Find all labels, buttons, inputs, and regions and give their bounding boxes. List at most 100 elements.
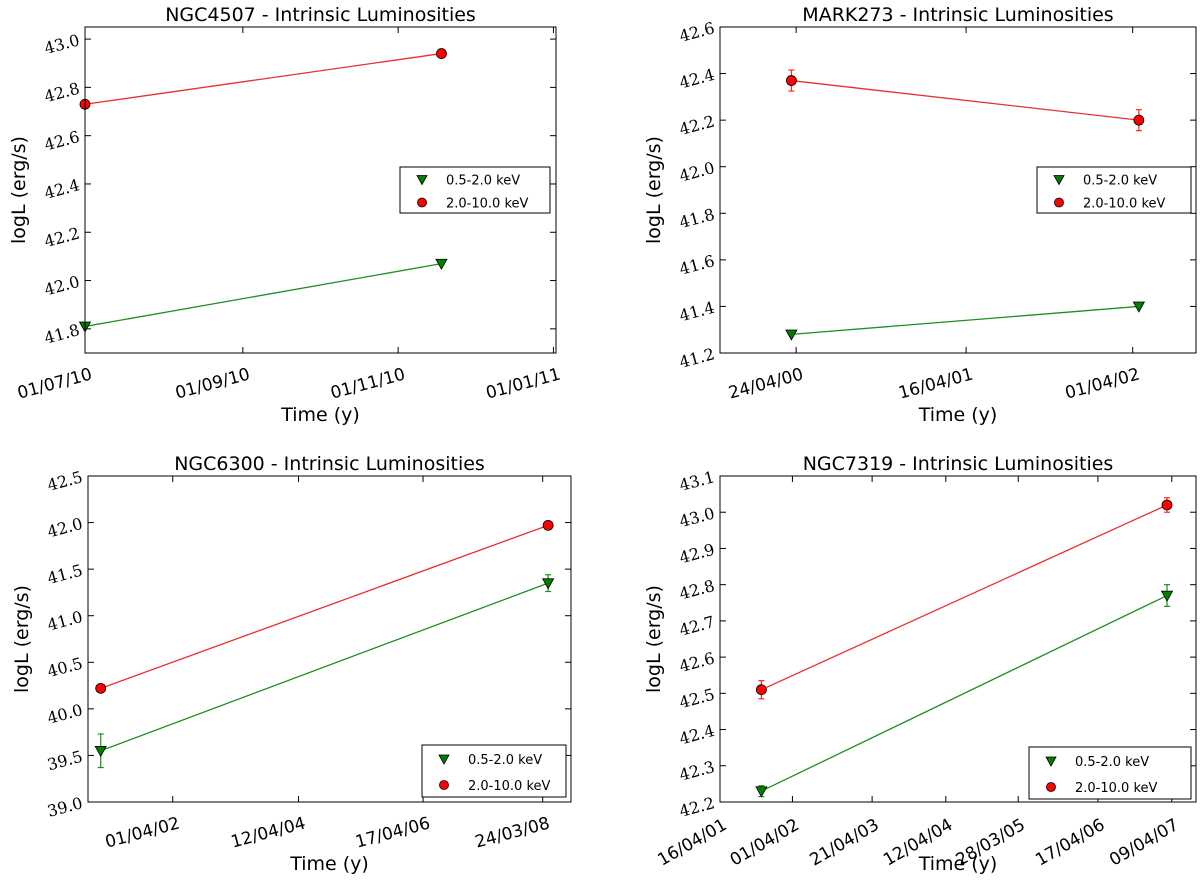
data-point-hard: [1133, 114, 1145, 126]
y-tick-label: 42.5: [45, 467, 84, 495]
data-point-soft: [1132, 301, 1146, 313]
y-tick-label: 42.8: [42, 79, 81, 107]
data-point-soft: [785, 329, 798, 341]
data-point-soft: [435, 258, 448, 270]
y-axis-label: logL (erg/s): [11, 585, 33, 693]
data-point-hard: [786, 75, 797, 86]
x-tick-label: 16/04/01: [896, 365, 975, 404]
y-tick-label: 42.0: [42, 272, 81, 300]
legend: 0.5-2.0 keV 2.0-10.0 keV: [399, 166, 551, 214]
legend-box: [1028, 746, 1192, 800]
y-tick-label: 39.0: [45, 793, 84, 821]
y-tick-label: 41.2: [677, 344, 716, 372]
y-tick-label: 42.8: [677, 576, 716, 604]
legend-marker-soft: [1053, 175, 1065, 186]
y-tick-label: 41.5: [45, 560, 84, 588]
y-tick-label: 41.6: [677, 251, 716, 279]
y-tick-label: 42.9: [677, 540, 716, 568]
legend: 0.5-2.0 keV 2.0-10.0 keV: [1036, 166, 1192, 214]
x-tick-label: 17/04/06: [353, 814, 432, 853]
y-tick-label: 43.0: [42, 30, 81, 58]
x-tick-label: 01/01/11: [484, 365, 563, 404]
y-tick-label: 40.0: [45, 700, 84, 728]
y-tick-label: 42.2: [677, 111, 716, 139]
y-tick-label: 42.6: [42, 127, 81, 155]
x-tick-label: 21/04/03: [806, 815, 882, 871]
y-axis-label: logL (erg/s): [8, 136, 30, 244]
x-tick-label: 01/11/10: [329, 365, 408, 404]
y-tick-label: 42.5: [677, 685, 716, 713]
legend-label: 0.5-2.0 keV: [468, 753, 542, 768]
data-point-hard: [542, 519, 554, 531]
chart-panel-1: NGC4507 - Intrinsic Luminosities 41.8 42.0…: [8, 4, 563, 426]
y-tick-label: 42.4: [42, 175, 81, 203]
series-line-soft: [761, 594, 1168, 792]
x-tick-label: 12/04/04: [229, 814, 308, 853]
y-tick-label: 39.5: [45, 747, 84, 775]
legend-marker-hard: [439, 780, 449, 790]
data-point-soft: [755, 786, 768, 798]
legend-label: 2.0-10.0 keV: [1083, 197, 1166, 212]
series-line-soft: [100, 582, 549, 752]
data-point-soft: [541, 578, 555, 590]
x-tick-label: 01/04/02: [103, 814, 182, 853]
x-axis-label: Time (y): [918, 853, 998, 875]
legend-label: 2.0-10.0 keV: [1075, 781, 1158, 796]
legend-marker-soft: [416, 175, 428, 186]
chart-panel-3: NGC6300 - Intrinsic Luminosities 39.0 39.5…: [11, 453, 572, 875]
x-tick-label: 01/04/02: [727, 815, 803, 871]
x-tick-label: 01/07/10: [15, 365, 94, 404]
series-line-hard: [84, 52, 442, 105]
x-tick-label: 24/04/00: [727, 365, 806, 404]
chart-panel-2: MARK273 - Intrinsic Luminosities 41.2 41.4…: [643, 4, 1197, 426]
x-tick-label: 01/04/02: [1063, 365, 1142, 404]
data-point-hard: [1161, 499, 1173, 511]
y-tick-label: 41.8: [42, 320, 81, 348]
x-tick-label: 24/03/08: [473, 814, 552, 853]
legend: 0.5-2.0 keV 2.0-10.0 keV: [1028, 746, 1192, 800]
y-axis-label: logL (erg/s): [643, 136, 665, 244]
legend: 0.5-2.0 keV 2.0-10.0 keV: [421, 744, 567, 798]
plot-frame: [719, 475, 1197, 803]
y-tick-label: 42.7: [677, 612, 716, 640]
x-axis-label: Time (y): [280, 404, 360, 426]
plot-frame: [87, 475, 572, 803]
y-tick-label: 43.1: [677, 467, 716, 495]
chart-panel-4: NGC7319 - Intrinsic Luminosities 42.2 42.3…: [643, 453, 1197, 875]
y-tick-label: 42.4: [677, 65, 716, 93]
legend-marker-hard: [1046, 782, 1056, 792]
y-tick-label: 42.2: [42, 224, 81, 252]
chart-title: MARK273 - Intrinsic Luminosities: [802, 4, 1113, 26]
y-tick-label: 42.6: [677, 18, 716, 46]
y-tick-label: 41.8: [677, 205, 716, 233]
legend-marker-hard: [417, 197, 427, 208]
y-axis-label: logL (erg/s): [643, 585, 665, 693]
y-tick-label: 42.0: [677, 158, 716, 186]
data-point-hard: [436, 48, 447, 59]
legend-marker-hard: [1054, 197, 1064, 208]
x-tick-label: 17/04/06: [1032, 815, 1108, 871]
x-axis-label: Time (y): [289, 853, 369, 875]
y-tick-label: 40.5: [45, 654, 84, 682]
x-tick-label: 01/09/10: [173, 365, 252, 404]
plot-frame: [719, 26, 1197, 354]
series-line-hard: [100, 524, 549, 689]
y-tick-label: 41.4: [677, 298, 716, 326]
series-line-hard: [761, 504, 1168, 691]
y-tick-label: 42.2: [677, 793, 716, 821]
y-tick-label: 41.0: [45, 607, 84, 635]
y-tick-label: 42.3: [677, 757, 716, 785]
legend-label: 2.0-10.0 keV: [446, 197, 529, 212]
series-line-soft: [791, 305, 1139, 336]
y-tick-label: 42.4: [677, 721, 716, 749]
series-line-soft: [84, 263, 442, 328]
legend-label: 0.5-2.0 keV: [446, 174, 520, 189]
y-tick-label: 42.0: [45, 514, 84, 542]
x-tick-label: 09/04/07: [1106, 815, 1182, 871]
chart-title: NGC7319 - Intrinsic Luminosities: [803, 453, 1114, 475]
chart-title: NGC6300 - Intrinsic Luminosities: [174, 453, 485, 475]
data-point-hard: [95, 682, 107, 694]
chart-title: NGC4507 - Intrinsic Luminosities: [165, 4, 476, 26]
legend-label: 0.5-2.0 keV: [1075, 755, 1149, 770]
plot-frame: [84, 26, 557, 354]
